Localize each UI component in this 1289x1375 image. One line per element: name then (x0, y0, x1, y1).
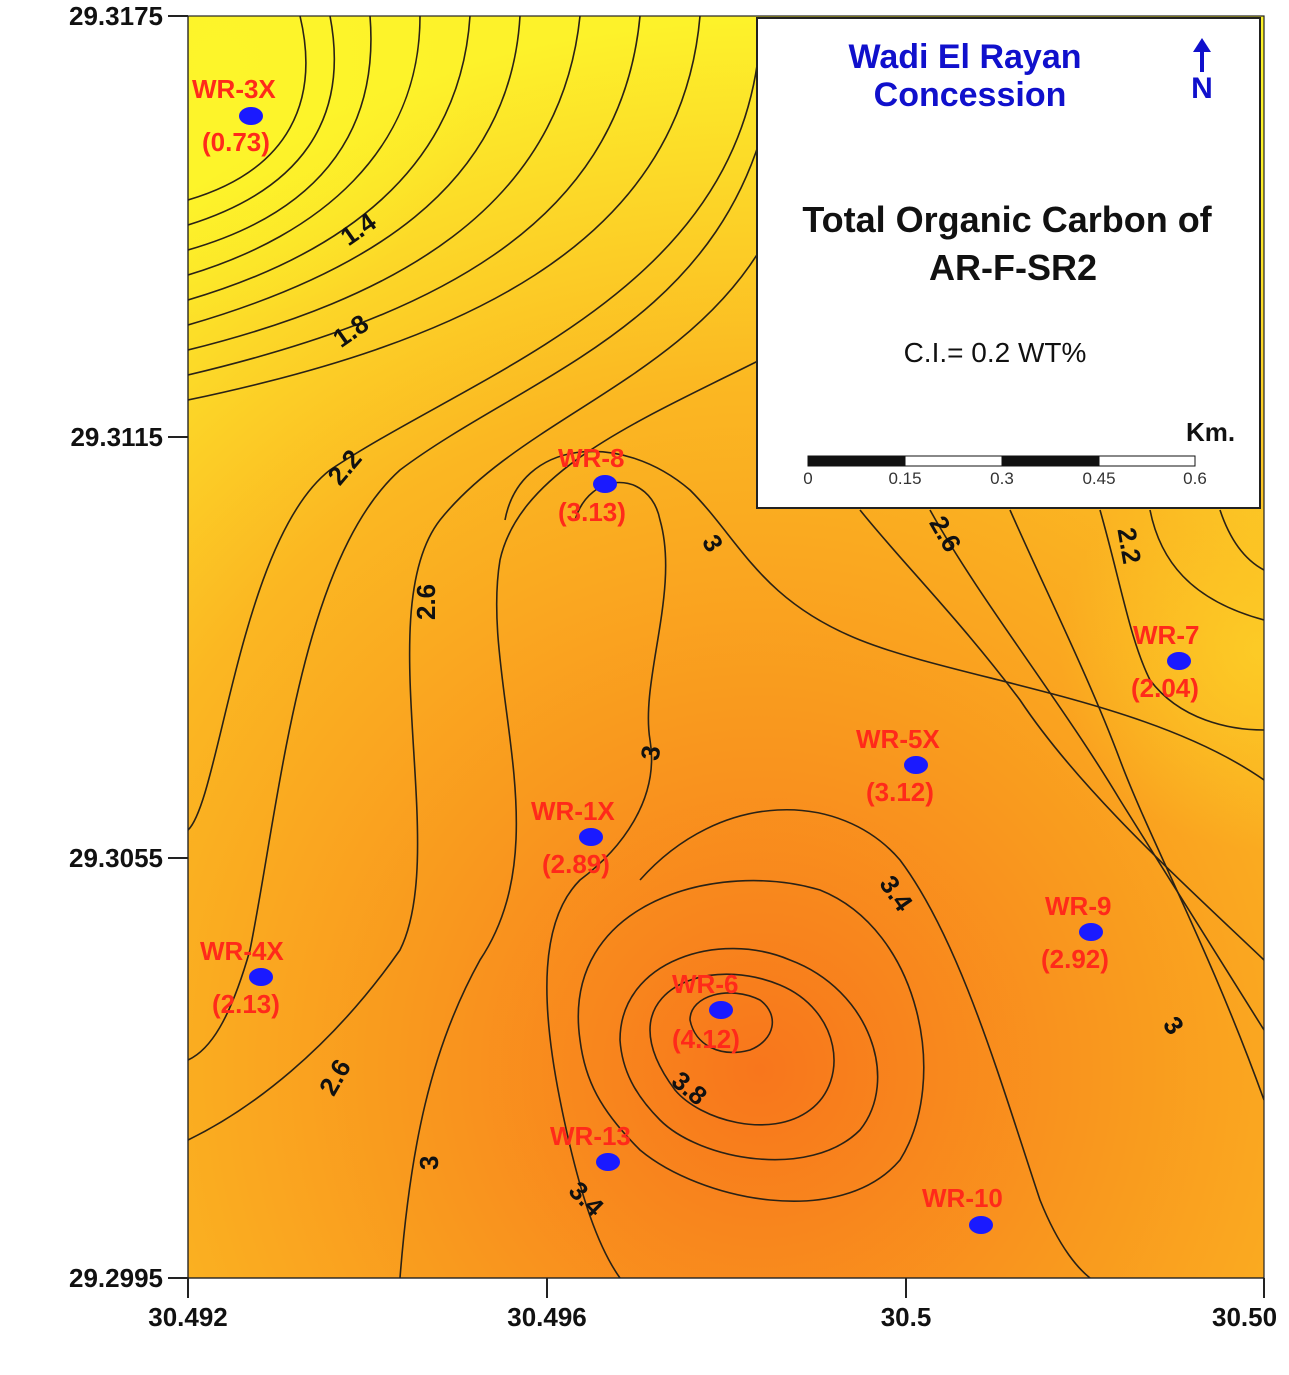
y-axis: 29.3175 29.3115 29.3055 29.2995 (69, 1, 189, 1293)
x-tick-label: 30.496 (507, 1302, 587, 1332)
well-name-label: WR-1X (531, 796, 615, 826)
wells: WR-3X (0.73) WR-8 (3.13) WR-7 (2.04) WR-… (192, 74, 1199, 1234)
north-label: N (1191, 72, 1213, 105)
scale-bar: Km. 0 0.15 0.3 0.45 0.6 (803, 417, 1235, 488)
scale-tick: 0.45 (1082, 469, 1115, 488)
well-toc-label: (0.73) (202, 127, 270, 157)
well-name-label: WR-5X (856, 724, 940, 754)
well-wr-5x[interactable]: WR-5X (3.12) (856, 724, 940, 807)
well-name-label: WR-6 (672, 969, 738, 999)
well-marker[interactable] (1167, 652, 1191, 670)
well-marker[interactable] (596, 1153, 620, 1171)
well-name-label: WR-4X (200, 936, 284, 966)
well-wr-13[interactable]: WR-13 (550, 1121, 631, 1171)
x-tick-label: 30.5 (881, 1302, 932, 1332)
y-tick-label: 29.3175 (69, 1, 163, 31)
well-marker[interactable] (249, 968, 273, 986)
well-name-label: WR-8 (558, 443, 624, 473)
north-arrow-icon: N (1191, 38, 1213, 105)
x-axis: 30.492 30.496 30.5 30.50 (148, 1277, 1277, 1332)
well-toc-label: (3.12) (866, 777, 934, 807)
well-marker[interactable] (709, 1001, 733, 1019)
scale-tick: 0 (803, 469, 812, 488)
concession-title-line-1: Wadi El Rayan (848, 38, 1081, 76)
well-name-label: WR-3X (192, 74, 276, 104)
well-name-label: WR-7 (1133, 620, 1199, 650)
map-legend: Wadi El Rayan Concession N Total Organic… (756, 17, 1261, 509)
contour-label: 2.2 (1111, 525, 1147, 566)
well-marker[interactable] (969, 1216, 993, 1234)
well-toc-label: (2.92) (1041, 944, 1109, 974)
well-marker[interactable] (239, 107, 263, 125)
well-wr-4x[interactable]: WR-4X (2.13) (200, 936, 284, 1019)
well-marker[interactable] (1079, 923, 1103, 941)
well-name-label: WR-9 (1045, 891, 1111, 921)
contour-label: 3 (634, 743, 666, 762)
legend-frame (756, 17, 1261, 509)
contour-label: 3 (414, 1156, 444, 1170)
scale-tick: 0.3 (990, 469, 1014, 488)
y-tick-label: 29.3115 (70, 422, 163, 452)
well-toc-label: (4.12) (672, 1024, 740, 1054)
map-title-line-2: AR-F-SR2 (929, 247, 1097, 288)
x-tick-label: 30.50 (1212, 1302, 1277, 1332)
well-wr-1x[interactable]: WR-1X (2.89) (531, 796, 615, 879)
scale-tick: 0.6 (1183, 469, 1207, 488)
well-toc-label: (2.13) (212, 989, 280, 1019)
well-toc-label: (2.89) (542, 849, 610, 879)
well-name-label: WR-10 (922, 1183, 1003, 1213)
well-toc-label: (3.13) (558, 497, 626, 527)
scale-unit: Km. (1186, 417, 1235, 447)
well-marker[interactable] (904, 756, 928, 774)
y-tick-label: 29.3055 (69, 843, 163, 873)
contour-label: 2.6 (411, 584, 441, 620)
contour-lines (188, 16, 1264, 1278)
well-wr-10[interactable]: WR-10 (922, 1183, 1003, 1234)
well-wr-7[interactable]: WR-7 (2.04) (1131, 620, 1199, 703)
x-tick-label: 30.492 (148, 1302, 228, 1332)
well-marker[interactable] (579, 828, 603, 846)
well-toc-label: (2.04) (1131, 673, 1199, 703)
map-title-line-1: Total Organic Carbon of (802, 199, 1212, 240)
well-marker[interactable] (593, 475, 617, 493)
well-wr-3x[interactable]: WR-3X (0.73) (192, 74, 276, 157)
well-wr-8[interactable]: WR-8 (3.13) (558, 443, 626, 527)
concession-title-line-2: Concession (874, 76, 1067, 114)
well-wr-9[interactable]: WR-9 (2.92) (1041, 891, 1111, 974)
y-tick-label: 29.2995 (69, 1263, 163, 1293)
well-name-label: WR-13 (550, 1121, 631, 1151)
contour-interval: C.I.= 0.2 WT% (904, 337, 1087, 368)
well-wr-6[interactable]: WR-6 (4.12) (672, 969, 740, 1054)
scale-tick: 0.15 (888, 469, 921, 488)
